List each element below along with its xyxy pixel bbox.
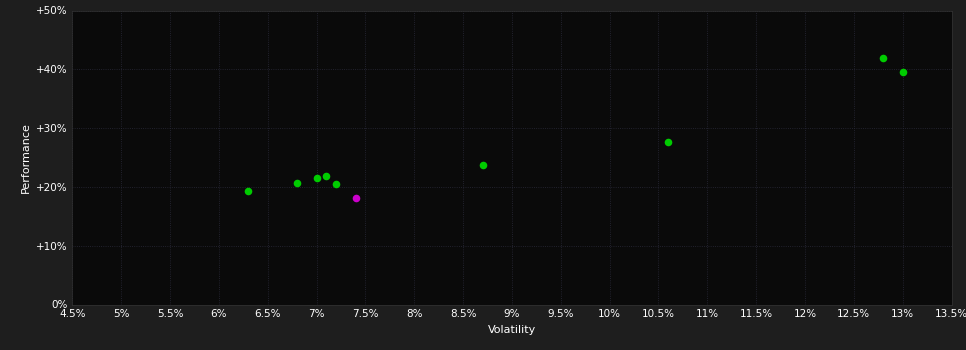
Point [328, 181, 344, 187]
Point [241, 188, 256, 194]
Point [475, 162, 491, 168]
Point [290, 180, 305, 186]
X-axis label: Volatility: Volatility [488, 325, 536, 335]
Point [895, 69, 910, 75]
Point [309, 175, 325, 181]
Point [348, 195, 363, 201]
Point [661, 139, 676, 145]
Y-axis label: Performance: Performance [20, 122, 30, 193]
Point [319, 174, 334, 179]
Point [875, 55, 891, 60]
